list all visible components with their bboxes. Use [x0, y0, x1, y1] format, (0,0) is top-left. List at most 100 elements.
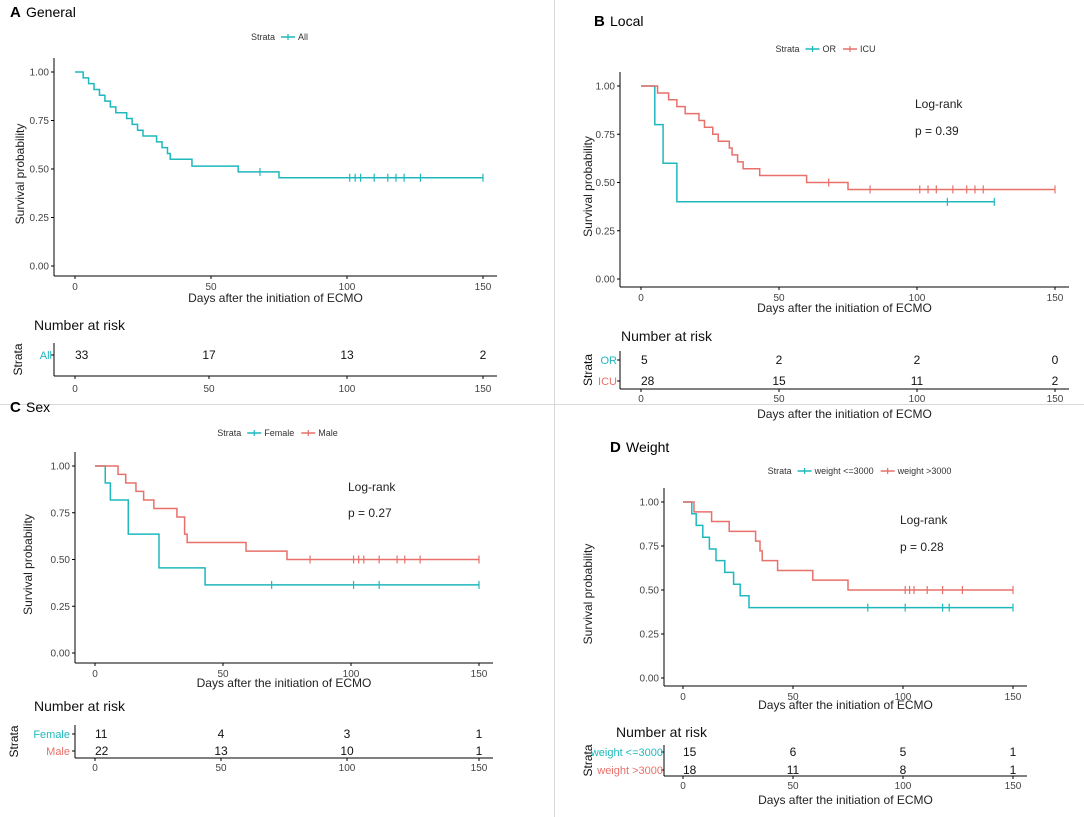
y-tick-label: 0.75 [596, 130, 616, 141]
risk-value: 18 [683, 763, 697, 777]
y-tick-label: 0.50 [51, 555, 71, 566]
legend-item-label: OR [823, 44, 837, 54]
risk-value: 15 [772, 374, 786, 388]
km-curve-icu [641, 85, 1055, 191]
panel-title: Sex [26, 399, 50, 415]
x-tick-label: 100 [895, 692, 912, 703]
y-tick-label: 0.00 [596, 275, 616, 286]
y-tick-label: 0.50 [30, 165, 50, 176]
x-tick-label: 0 [92, 669, 98, 680]
risk-value: 22 [95, 744, 109, 758]
risk-value: 11 [911, 374, 924, 388]
risk-x-tick-label: 150 [475, 384, 492, 395]
risk-table-title: Number at risk [621, 328, 713, 344]
y-tick-label: 1.00 [596, 82, 616, 93]
risk-value: 4 [218, 727, 225, 741]
legend: Strata Female Male [217, 428, 338, 438]
km-curve-female [95, 465, 479, 586]
risk-row-label: weight <=3000 [590, 747, 663, 759]
y-tick-label: 1.00 [640, 498, 660, 509]
x-tick-label: 50 [205, 282, 217, 293]
risk-x-axis-label: Days after the initiation of ECMO [758, 793, 933, 807]
legend-item-label: weight <=3000 [814, 466, 874, 476]
x-tick-label: 0 [680, 692, 686, 703]
p-value-label: p = 0.27 [348, 506, 392, 520]
risk-table-title: Number at risk [616, 724, 708, 740]
p-value-label: p = 0.39 [915, 124, 959, 138]
panel-title: Weight [626, 439, 669, 455]
risk-x-tick-label: 150 [471, 763, 488, 774]
y-tick-label: 0.25 [51, 602, 71, 613]
risk-strata-label: Strata [7, 725, 21, 757]
risk-value: 13 [214, 744, 228, 758]
x-tick-label: 150 [471, 669, 488, 680]
legend-title: Strata [768, 466, 792, 476]
risk-value: 1 [1010, 745, 1017, 759]
risk-value: 8 [900, 763, 907, 777]
x-tick-label: 0 [638, 293, 644, 304]
legend-item-label: weight >3000 [897, 466, 952, 476]
km-curve-weight-3000 [683, 501, 1013, 591]
x-tick-label: 50 [773, 293, 785, 304]
y-axis-label: Survival probability [581, 544, 595, 645]
risk-value: 11 [787, 763, 800, 777]
panel-letter: B [594, 13, 605, 30]
risk-value: 0 [1052, 353, 1059, 367]
y-axis-label: Survival probability [581, 136, 595, 237]
y-axis-label: Survival probability [21, 514, 35, 615]
risk-table-title: Number at risk [34, 317, 126, 333]
risk-x-tick-label: 50 [773, 394, 785, 405]
y-tick-label: 0.00 [30, 262, 50, 273]
km-curve-male [95, 465, 479, 561]
y-tick-label: 0.75 [640, 542, 660, 553]
risk-strata-label: Strata [581, 744, 595, 776]
y-tick-label: 0.75 [30, 116, 50, 127]
x-tick-label: 150 [1005, 692, 1022, 703]
legend: Strata OR ICU [775, 44, 875, 54]
panel-letter: D [610, 439, 621, 456]
risk-value: 17 [202, 348, 216, 362]
risk-value: 11 [95, 727, 108, 741]
legend-title: Strata [775, 44, 799, 54]
risk-x-tick-label: 100 [895, 781, 912, 792]
risk-value: 5 [900, 745, 907, 759]
risk-x-tick-label: 100 [339, 763, 356, 774]
risk-x-tick-label: 100 [339, 384, 356, 395]
risk-row-label: All [40, 350, 52, 362]
risk-value: 1 [476, 727, 483, 741]
y-tick-label: 0.50 [640, 586, 660, 597]
y-tick-label: 0.50 [596, 178, 616, 189]
log-rank-label: Log-rank [915, 97, 963, 111]
risk-x-tick-label: 0 [638, 394, 644, 405]
panel-title: Local [610, 13, 643, 29]
log-rank-label: Log-rank [900, 513, 948, 527]
risk-row-label: weight >3000 [596, 765, 663, 777]
y-tick-label: 0.25 [640, 630, 660, 641]
p-value-label: p = 0.28 [900, 540, 944, 554]
risk-value: 15 [683, 745, 697, 759]
legend: Strata weight <=3000 weight >3000 [768, 466, 952, 476]
risk-value: 5 [641, 353, 648, 367]
x-tick-label: 50 [217, 669, 229, 680]
legend-item-label: All [298, 32, 308, 42]
x-tick-label: 150 [1047, 293, 1064, 304]
km-curve-or [641, 85, 995, 203]
x-tick-label: 0 [72, 282, 78, 293]
legend-item-label: Female [264, 428, 294, 438]
risk-row-label: Male [46, 746, 70, 758]
risk-value: 2 [914, 353, 921, 367]
legend-title: Strata [251, 32, 275, 42]
x-tick-label: 150 [475, 282, 492, 293]
risk-strata-label: Strata [11, 343, 25, 375]
separator-horizontal [0, 404, 1084, 405]
risk-x-tick-label: 150 [1005, 781, 1022, 792]
risk-value: 1 [1010, 763, 1017, 777]
legend: Strata All [251, 32, 308, 42]
x-tick-label: 100 [339, 282, 356, 293]
x-tick-label: 50 [787, 692, 799, 703]
risk-x-tick-label: 150 [1047, 394, 1064, 405]
risk-x-axis-label: Days after the initiation of ECMO [757, 407, 932, 421]
y-tick-label: 0.25 [596, 226, 616, 237]
panel-letter: A [10, 4, 21, 21]
